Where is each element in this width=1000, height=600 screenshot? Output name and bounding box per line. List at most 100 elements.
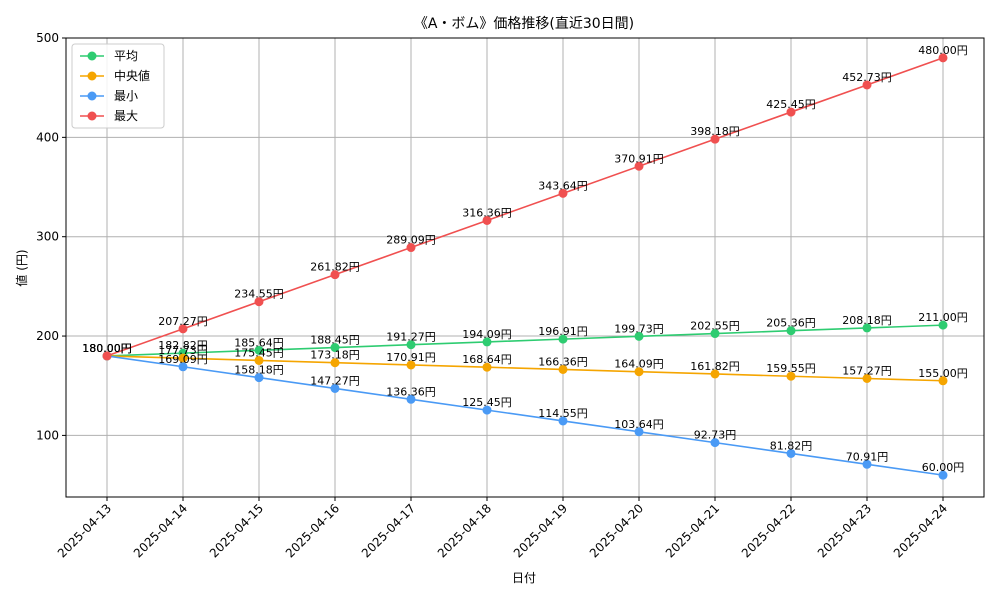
data-label: 188.45円 [310, 334, 360, 347]
data-labels: 180.00円 182.82円 185.64円 188.45円 191.27円 194.0… [82, 44, 968, 474]
y-axis: 100 200 300 400 500 [36, 31, 66, 442]
data-point [786, 107, 796, 117]
data-label: 182.82円 [158, 339, 208, 352]
data-label: 452.73円 [842, 71, 892, 84]
legend-box [71, 43, 165, 129]
data-point [406, 394, 416, 404]
data-label: 211.00円 [918, 311, 968, 324]
data-point [938, 376, 948, 386]
data-point [634, 427, 644, 437]
data-point [786, 326, 796, 336]
data-label: 234.55円 [234, 288, 284, 301]
data-label: 155.00円 [918, 367, 968, 380]
series-line [106, 57, 944, 357]
data-point [710, 438, 720, 448]
y-tick-label: 200 [36, 329, 59, 343]
data-point [938, 320, 948, 330]
data-point [482, 337, 492, 347]
legend-swatch-marker [87, 91, 97, 101]
data-label: 208.18円 [842, 314, 892, 327]
data-point [862, 459, 872, 469]
data-label: 147.27円 [310, 374, 360, 387]
y-tick-label: 100 [36, 428, 59, 442]
x-tick-label: 2025-04-18 [435, 501, 494, 560]
data-label: 343.64円 [538, 179, 588, 192]
data-point [558, 334, 568, 344]
series-line [106, 355, 944, 382]
series-line [106, 355, 944, 476]
data-point [710, 134, 720, 144]
data-point [330, 270, 340, 280]
data-point [254, 355, 264, 365]
x-tick-label: 2025-04-20 [587, 501, 646, 560]
series-group [102, 53, 948, 480]
x-tick-label: 2025-04-19 [511, 501, 570, 560]
data-label: 168.64円 [462, 353, 512, 366]
data-point [862, 80, 872, 90]
y-tick-label: 400 [36, 130, 59, 144]
data-point [710, 369, 720, 379]
y-tick-label: 500 [36, 31, 59, 45]
x-tick-label: 2025-04-17 [359, 501, 418, 560]
data-point [558, 416, 568, 426]
data-label: 196.91円 [538, 325, 588, 338]
data-label: 289.09円 [386, 234, 436, 247]
x-tick-label: 2025-04-14 [131, 501, 190, 560]
data-point [938, 470, 948, 480]
legend-label: 平均 [114, 49, 138, 63]
legend-label: 最大 [114, 109, 138, 123]
data-label: 70.91円 [846, 450, 889, 463]
data-point [482, 405, 492, 415]
data-point [330, 358, 340, 368]
data-point [634, 331, 644, 341]
data-point [178, 353, 188, 363]
legend-swatch-marker [87, 51, 97, 61]
y-axis-title: 値 (円) [14, 249, 29, 286]
data-label: 180.00円 [82, 342, 132, 355]
data-point [330, 383, 340, 393]
data-label: 157.27円 [842, 365, 892, 378]
series-line [106, 324, 944, 357]
data-label: 114.55円 [538, 407, 588, 420]
data-point [254, 373, 264, 383]
data-label: 207.27円 [158, 315, 208, 328]
data-point [406, 243, 416, 253]
data-label: 169.09円 [158, 353, 208, 366]
data-label: 161.82円 [690, 360, 740, 373]
data-label: 180.00円 [82, 342, 132, 355]
x-tick-label: 2025-04-13 [55, 501, 114, 560]
x-tick-label: 2025-04-16 [283, 501, 342, 560]
data-point [178, 362, 188, 372]
data-label: 261.82円 [310, 261, 360, 274]
data-label: 170.91円 [386, 351, 436, 364]
data-point [406, 360, 416, 370]
data-point [482, 362, 492, 372]
data-point [406, 340, 416, 350]
plot-area-frame [65, 37, 985, 498]
x-axis-title: 日付 [512, 571, 536, 585]
data-point [254, 297, 264, 307]
legend-swatch-marker [87, 71, 97, 81]
data-label: 316.36円 [462, 206, 512, 219]
data-label: 136.36円 [386, 385, 436, 398]
data-point [558, 364, 568, 374]
data-point [178, 324, 188, 334]
data-point [938, 53, 948, 63]
data-label: 103.64円 [614, 418, 664, 431]
data-label: 480.00円 [918, 44, 968, 57]
data-label: 175.45円 [234, 346, 284, 359]
data-label: 205.36円 [766, 317, 816, 330]
x-tick-label: 2025-04-22 [739, 501, 798, 560]
data-point [786, 371, 796, 381]
data-label: 92.73円 [694, 429, 737, 442]
data-label: 180.00円 [82, 342, 132, 355]
y-tick-label: 300 [36, 230, 59, 244]
legend-label: 最小 [114, 89, 138, 103]
data-point [862, 323, 872, 333]
data-point [254, 345, 264, 355]
data-label: 202.55円 [690, 320, 740, 333]
data-label: 191.27円 [386, 331, 436, 344]
data-label: 164.09円 [614, 358, 664, 371]
data-label: 60.00円 [922, 461, 965, 474]
